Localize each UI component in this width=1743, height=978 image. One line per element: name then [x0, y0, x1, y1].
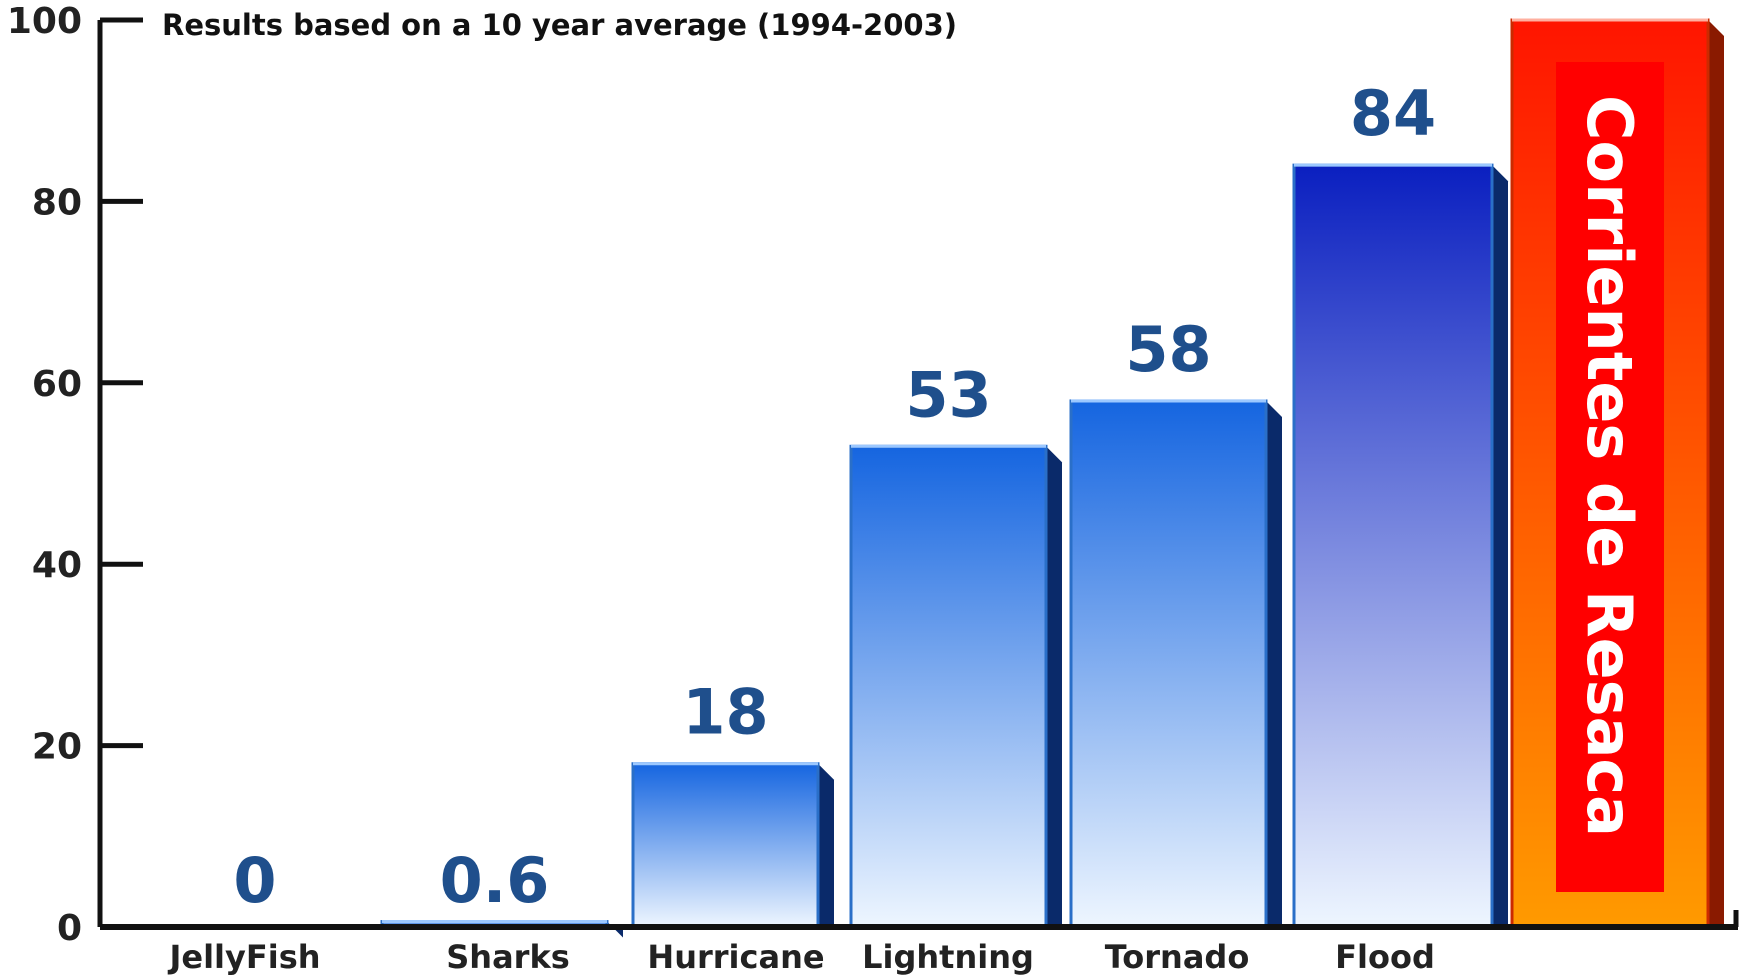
bar-lightning	[849, 444, 1062, 929]
value-labels: 0 0.6 18 53 58 84	[233, 77, 1436, 917]
bars	[380, 18, 1724, 938]
value-label: 84	[1350, 77, 1436, 150]
value-label: 0	[233, 844, 276, 917]
value-label: 0.6	[440, 844, 550, 917]
category-label: Lightning	[862, 938, 1034, 976]
y-tick-label: 60	[32, 364, 82, 405]
category-label: JellyFish	[167, 938, 320, 976]
y-tick-label: 40	[32, 545, 82, 586]
category-label: Flood	[1335, 938, 1435, 976]
value-label: 58	[1125, 313, 1211, 386]
x-axis	[100, 910, 1739, 930]
highlight-label-box	[1556, 62, 1664, 892]
y-tick-label: 100	[7, 1, 82, 42]
bar-flood	[1292, 163, 1508, 929]
value-label: 18	[682, 676, 768, 749]
category-labels: JellyFish Sharks Hurricane Lightning Tornado…	[167, 938, 1434, 976]
y-tick-label: 0	[57, 908, 82, 949]
bar-hurricane	[631, 762, 834, 929]
category-label: Sharks	[446, 938, 570, 976]
category-label: Hurricane	[647, 938, 824, 976]
highlight-box: Corrientes de Resaca	[1556, 62, 1664, 892]
chart-title: Results based on a 10 year average (1994…	[162, 8, 957, 42]
category-label: Tornado	[1105, 938, 1250, 976]
bar-tornado	[1069, 399, 1282, 929]
value-label: 53	[905, 358, 991, 431]
highlight-label: Corrientes de Resaca	[1573, 95, 1646, 837]
y-tick-label: 80	[32, 182, 82, 223]
y-axis: 0 20 40 60 80 100	[7, 1, 143, 949]
y-tick-label: 20	[32, 727, 82, 768]
